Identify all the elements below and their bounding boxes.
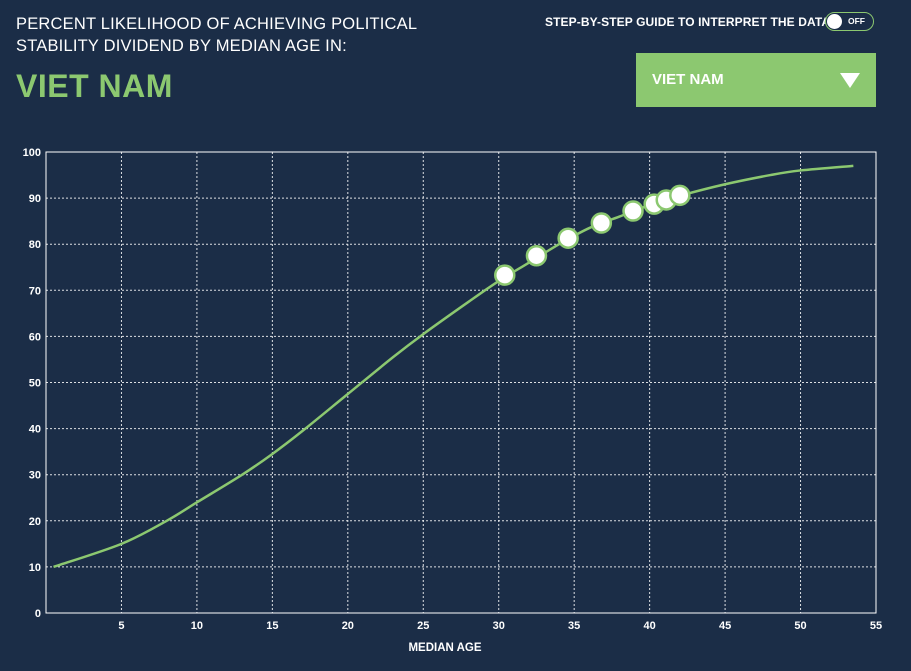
data-point[interactable] [590, 212, 613, 234]
x-tick-label: 40 [644, 620, 656, 632]
data-markers [494, 184, 691, 286]
data-point[interactable] [494, 264, 516, 286]
chart-title-line-2: STABILITY DIVIDEND BY MEDIAN AGE IN: [16, 37, 347, 55]
likelihood-curve [53, 164, 854, 569]
data-point[interactable] [525, 244, 548, 267]
y-tick-label: 50 [29, 378, 41, 390]
chart-title-line-1: PERCENT LIKELIHOOD OF ACHIEVING POLITICA… [16, 15, 418, 33]
chevron-down-icon [840, 73, 860, 88]
x-tick-label: 55 [870, 620, 882, 632]
y-tick-label: 10 [29, 562, 41, 574]
toggle-state-label: OFF [848, 16, 865, 26]
grid [46, 152, 876, 613]
data-point[interactable] [622, 200, 644, 222]
toggle-knob [827, 14, 842, 29]
x-tick-label: 35 [568, 620, 580, 632]
y-tick-label: 80 [29, 239, 41, 251]
y-tick-label: 40 [29, 424, 41, 436]
y-tick-label: 90 [29, 193, 41, 205]
x-tick-label: 15 [266, 620, 278, 632]
guide-label: STEP-BY-STEP GUIDE TO INTERPRET THE DATA [545, 15, 831, 29]
data-point[interactable] [669, 184, 691, 207]
country-select[interactable]: VIET NAM [636, 53, 876, 107]
x-axis-label: MEDIAN AGE [408, 642, 481, 654]
y-tick-label: 100 [23, 147, 41, 159]
x-tick-label: 30 [493, 620, 505, 632]
country-select-value: VIET NAM [652, 71, 724, 88]
x-tick-label: 10 [191, 620, 203, 632]
plot-area-frame [45, 151, 877, 614]
chart-title: PERCENT LIKELIHOOD OF ACHIEVING POLITICA… [16, 13, 436, 57]
data-point[interactable] [557, 227, 579, 249]
y-tick-label: 30 [29, 470, 41, 482]
y-tick-label: 0 [35, 608, 41, 620]
x-tick-label: 45 [719, 620, 731, 632]
country-heading: VIET NAM [16, 68, 173, 104]
x-tick-label: 50 [794, 620, 806, 632]
x-tick-label: 5 [118, 620, 124, 632]
x-tick-label: 20 [342, 620, 354, 632]
y-tick-label: 70 [29, 285, 41, 297]
guide-toggle[interactable]: OFF [825, 12, 874, 31]
axis-ticks: 5 10 15 20 25 30 35 40 45 50 55 0 10 20 30 40 50 60 70 80 90… [23, 147, 882, 632]
y-tick-label: 60 [29, 331, 41, 343]
x-tick-label: 25 [417, 620, 429, 632]
y-tick-label: 20 [29, 516, 41, 528]
